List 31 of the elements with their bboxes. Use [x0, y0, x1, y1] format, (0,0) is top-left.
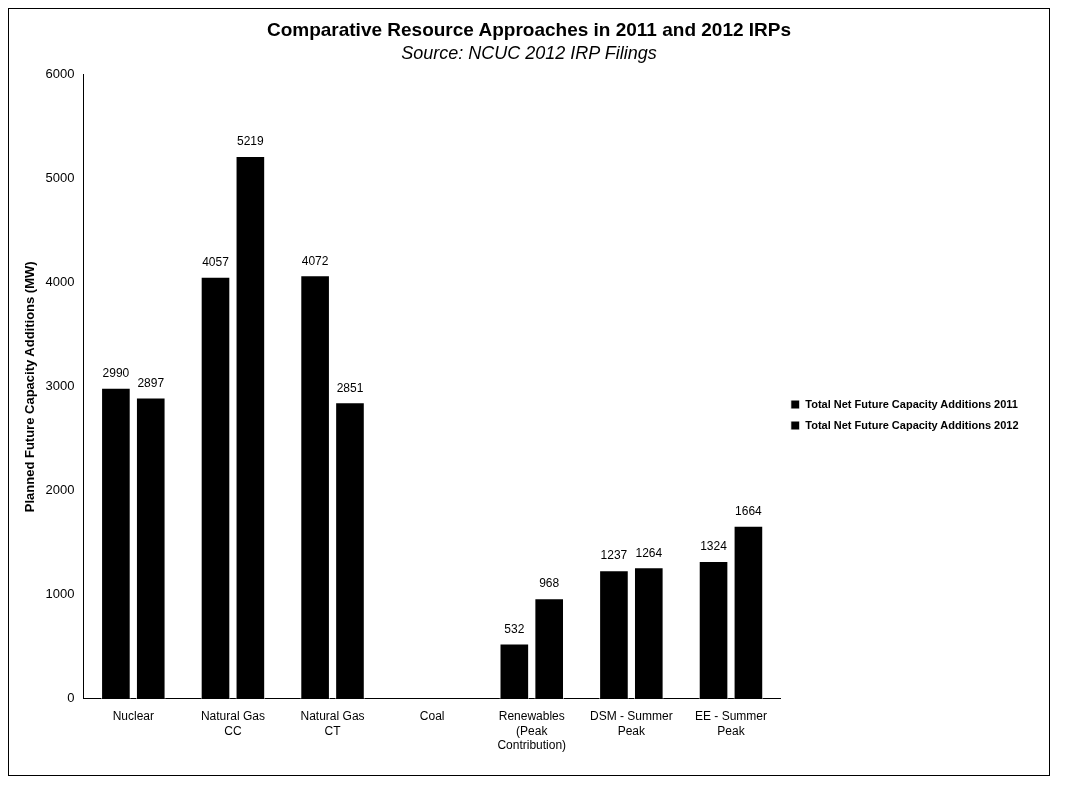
chart-title: Comparative Resource Approaches in 2011 and 2012 IRPs — [265, 19, 793, 41]
y-tick-label: 5000 — [45, 170, 75, 186]
x-tick-label: Renewables (Peak Contribution) — [497, 709, 567, 753]
y-tick-label: 3000 — [45, 378, 75, 394]
y-tick-label: 1000 — [45, 586, 75, 602]
chart-subtitle: Source: NCUC 2012 IRP Filings — [400, 43, 658, 64]
data-label: 4072 — [301, 253, 329, 268]
data-label: 2851 — [336, 380, 364, 395]
y-tick-label: 2000 — [45, 482, 75, 498]
x-tick-label: Natural Gas CC — [200, 709, 265, 738]
legend-label: Total Net Future Capacity Additions 2012 — [805, 418, 1019, 431]
y-tick-label: 4000 — [45, 274, 75, 290]
x-tick-label: DSM - Summer Peak — [590, 709, 673, 738]
y-axis-title: Planned Future Capacity Additions (MW) — [22, 261, 38, 513]
x-tick-label: EE - Summer Peak — [694, 709, 767, 738]
data-label: 1264 — [635, 545, 663, 560]
x-tick-label: Natural Gas CT — [300, 709, 365, 738]
data-label: 532 — [504, 621, 525, 636]
data-label: 1664 — [735, 504, 763, 519]
x-tick-label: Nuclear — [112, 709, 154, 724]
data-label: 968 — [539, 576, 560, 591]
data-label: 1324 — [700, 539, 728, 554]
data-label: 5219 — [237, 134, 265, 149]
y-tick-label: 6000 — [45, 66, 75, 82]
y-tick-label: 0 — [67, 690, 75, 706]
data-label: 1237 — [600, 548, 628, 563]
data-label: 4057 — [202, 255, 230, 270]
legend-label: Total Net Future Capacity Additions 2011 — [805, 397, 1018, 410]
x-tick-label: Coal — [419, 709, 445, 724]
data-label: 2897 — [137, 375, 165, 390]
data-label: 2990 — [102, 366, 130, 381]
